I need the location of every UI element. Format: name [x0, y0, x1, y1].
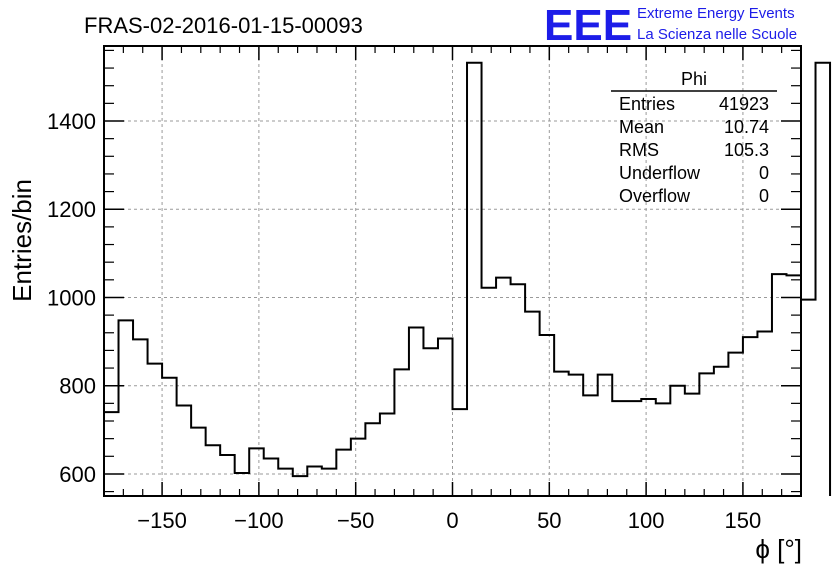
histogram-series [103, 61, 832, 496]
x-tick-label: −150 [137, 508, 187, 533]
plot-frame [103, 45, 802, 497]
y-tick-labels: 600 800 1000 1200 1400 [47, 109, 96, 487]
x-axis-title: ϕ [°] [755, 534, 802, 564]
stats-row-value: 41923 [719, 94, 769, 114]
stats-row-label: RMS [619, 140, 659, 160]
x-tick-label: −100 [234, 508, 284, 533]
axis-ticks [103, 46, 802, 496]
stats-box: Phi Entries 41923 Mean 10.74 RMS 105.3 Underfl… [611, 69, 777, 206]
y-tick-label: 800 [59, 374, 96, 399]
stats-row-value: 10.74 [724, 117, 769, 137]
stats-row-value: 0 [759, 163, 769, 183]
stats-title: Phi [681, 69, 707, 89]
stats-row-label: Entries [619, 94, 675, 114]
y-tick-label: 600 [59, 462, 96, 487]
stats-row-value: 105.3 [724, 140, 769, 160]
x-tick-label: 150 [725, 508, 762, 533]
stats-row-label: Mean [619, 117, 664, 137]
x-tick-label: −50 [337, 508, 374, 533]
y-tick-label: 1000 [47, 285, 96, 310]
x-tick-label: 0 [446, 508, 458, 533]
stats-row-label: Underflow [619, 163, 701, 183]
chart-title: FRAS-02-2016-01-15-00093 [84, 13, 363, 38]
y-axis-title: Entries/bin [7, 179, 37, 302]
logo-line-2: La Scienza nelle Scuole [637, 26, 797, 43]
stats-row-label: Overflow [619, 186, 691, 206]
x-tick-label: 50 [537, 508, 561, 533]
logo-mark: EEE [544, 1, 632, 50]
x-tick-label: 100 [628, 508, 665, 533]
stats-row-value: 0 [759, 186, 769, 206]
y-tick-label: 1400 [47, 109, 96, 134]
logo-line-1: Extreme Energy Events [637, 5, 795, 22]
eee-logo: EEE Extreme Energy Events La Scienza nel… [544, 1, 797, 50]
x-tick-labels: −150 −100 −50 0 50 100 150 [137, 508, 761, 533]
stats-rows: Entries 41923 Mean 10.74 RMS 105.3 Underflow 0 O… [619, 94, 769, 206]
grid-lines [104, 46, 801, 496]
y-tick-label: 1200 [47, 197, 96, 222]
